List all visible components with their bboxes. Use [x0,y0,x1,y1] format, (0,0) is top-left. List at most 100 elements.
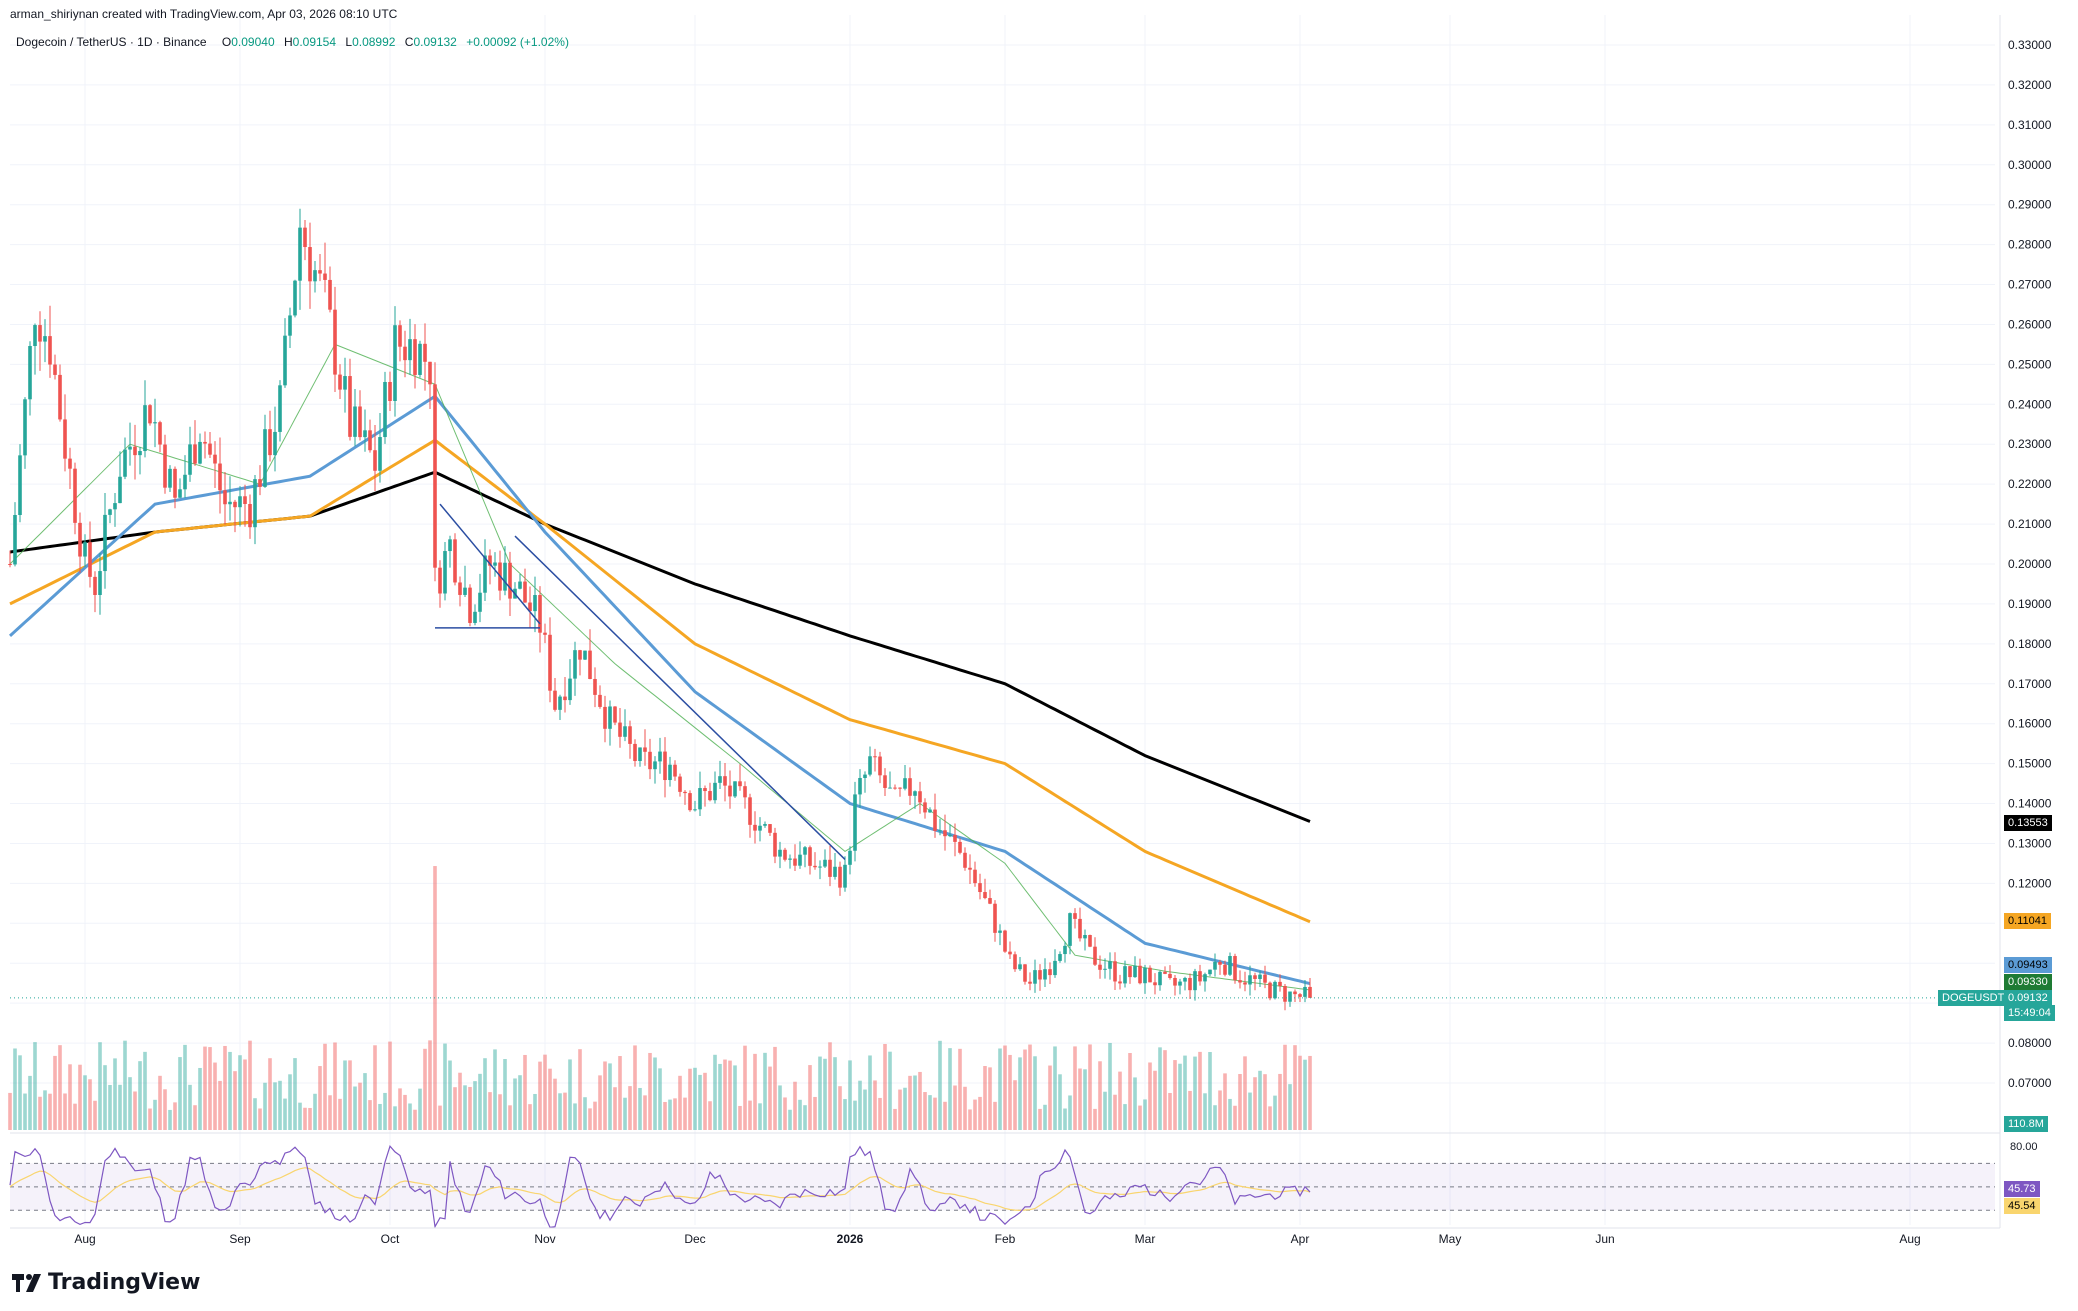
volume-bar [443,1043,447,1130]
volume-bar [663,1101,667,1130]
x-tick-label: 2026 [837,1232,864,1246]
candle-body [818,866,822,868]
candle-body [923,802,927,813]
candle-body [938,830,942,832]
candle-body [623,726,627,737]
candle-body [578,650,582,660]
candle-body [1053,960,1057,976]
volume-bar [283,1098,287,1130]
volume-bar [1118,1071,1122,1130]
candle-body [1273,981,1277,999]
volume-bar [393,1106,397,1130]
volume-bar [1078,1068,1082,1130]
candle-body [543,632,547,635]
volume-bar [683,1097,687,1130]
candle-body [703,788,707,792]
volume-bar [1308,1055,1312,1130]
candle-body [508,562,512,599]
volume-bar [213,1062,217,1130]
volume-bar [138,1061,142,1130]
volume-bar [528,1104,532,1130]
candle-body [1033,970,1037,984]
candle-body [758,825,762,831]
tradingview-logo[interactable]: TradingView [12,1270,200,1295]
volume-bar [723,1059,727,1130]
candle-body [213,454,217,464]
candle-body [483,555,487,593]
candle-body [398,325,402,347]
candle-body [113,503,117,510]
candle-body [663,751,667,781]
candle-body [293,280,297,316]
volume-bar [928,1095,932,1130]
volume-bar [868,1055,872,1130]
volume-bar [798,1099,802,1130]
volume-bars [8,866,1312,1130]
volume-bar [1268,1106,1272,1130]
volume-bar [58,1045,62,1130]
volume-bar [373,1045,377,1130]
candle-body [973,869,977,884]
y-tick-label: 0.33000 [2008,38,2052,52]
candle-body [843,864,847,888]
x-tick-label: Jun [1595,1232,1614,1246]
y-tick-label: 0.17000 [2008,677,2052,691]
volume-bar [538,1061,542,1130]
volume-bar [368,1100,372,1130]
volume-bar [348,1060,352,1130]
rsi-pane [9,1145,1995,1229]
candle-body [158,422,162,445]
volume-bar [1033,1056,1037,1130]
candle-body [1288,991,1292,1002]
volume-bar [1173,1060,1177,1130]
candle-body [193,444,197,464]
candle-body [73,468,77,523]
y-tick-label: 0.25000 [2008,357,2052,371]
volume-bar [153,1099,157,1130]
candle-body [288,315,292,336]
candle-body [263,429,267,487]
candle-body [1283,986,1287,1002]
candle-body [998,930,1002,933]
volume-bar [123,1040,127,1130]
candle-body [268,429,272,456]
volume-bar [388,1041,392,1130]
candle-body [383,381,387,438]
candle-body [968,867,972,870]
candle-body [143,405,147,452]
volume-bar [308,1107,312,1130]
volume-bar [828,1042,832,1130]
y-tick-label: 0.29000 [2008,198,2052,212]
volume-bar [773,1046,777,1130]
tradingview-logo-icon [12,1273,41,1292]
volume-bar [953,1085,957,1130]
candle-body [258,479,262,487]
volume-bar [793,1081,797,1130]
volume-bar [973,1099,977,1130]
volume-bar [778,1085,782,1130]
symbol-name[interactable]: Dogecoin / TetherUS · 1D · Binance [16,35,207,49]
volume-bar [728,1060,732,1130]
candle-body [1213,961,1217,970]
volume-bar [1298,1055,1302,1130]
candle-body [168,468,172,488]
volume-bar [633,1045,637,1130]
candle-body [658,751,662,762]
volume-bar [418,1088,422,1130]
volume-bar [463,1085,467,1130]
candle-body [1133,965,1137,978]
candle-body [468,587,472,623]
candle-body [1248,975,1252,985]
candle-body [573,650,577,679]
candle-body [778,849,782,857]
candle-body [278,385,282,432]
volume-bar [618,1056,622,1130]
volume-bar [1193,1056,1197,1130]
volume-bar [903,1087,907,1130]
volume-bar [173,1102,177,1130]
volume-bar [53,1055,57,1130]
y-tick-label: 0.15000 [2008,757,2052,771]
volume-bar [1168,1092,1172,1130]
candle-body [458,582,462,595]
